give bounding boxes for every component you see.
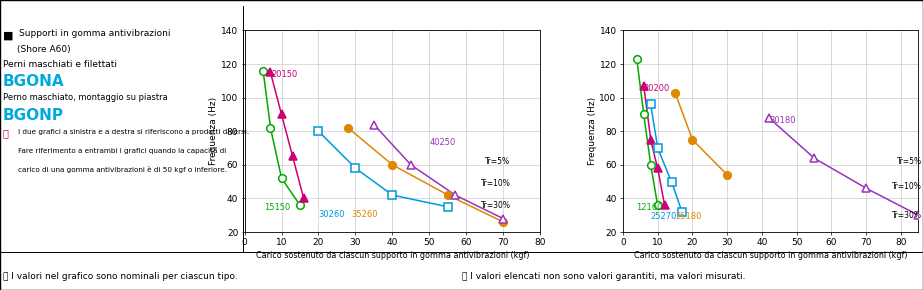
Text: 20150: 20150 [271, 70, 297, 79]
Text: ⓘ: ⓘ [3, 128, 8, 139]
X-axis label: Carico sostenuto da ciascun supporto in gomma antivibrazioni (kgf): Carico sostenuto da ciascun supporto in … [256, 251, 529, 260]
Text: BGONP: BGONP [3, 108, 64, 123]
Text: ⓘ I valori elencati non sono valori garantiti, ma valori misurati.: ⓘ I valori elencati non sono valori gara… [462, 272, 745, 281]
Text: (Shore A60): (Shore A60) [17, 45, 70, 54]
Text: I due grafici a sinistra e a destra si riferiscono a prodotti diversi.: I due grafici a sinistra e a destra si r… [18, 128, 248, 135]
Text: Fare riferimento a entrambi i grafici quando la capacità di: Fare riferimento a entrambi i grafici qu… [18, 147, 226, 154]
Text: Tr=5%: Tr=5% [897, 157, 922, 166]
Text: Perni maschiati e filettati: Perni maschiati e filettati [3, 60, 117, 69]
Text: ⓘ I valori nel grafico sono nominali per ciascun tipo.: ⓘ I valori nel grafico sono nominali per… [3, 272, 237, 281]
Y-axis label: Frequenza (Hz): Frequenza (Hz) [588, 97, 596, 165]
Text: 25180: 25180 [675, 212, 701, 221]
Text: carico di una gomma antivibrazioni è di 50 kgf o inferiore.: carico di una gomma antivibrazioni è di … [18, 166, 226, 173]
Text: 40250: 40250 [429, 138, 456, 147]
Text: Tr=10%: Tr=10% [481, 179, 510, 188]
Text: 25270: 25270 [651, 212, 677, 221]
Text: 12160: 12160 [636, 203, 663, 212]
Text: Tr=30%: Tr=30% [892, 211, 922, 220]
Text: Tr=5%: Tr=5% [485, 157, 510, 166]
Text: ■: ■ [3, 30, 13, 40]
Text: 35260: 35260 [352, 210, 378, 219]
Text: Tr=30%: Tr=30% [481, 201, 510, 210]
Y-axis label: Frequenza (Hz): Frequenza (Hz) [210, 97, 219, 165]
Text: BGONA: BGONA [3, 74, 65, 89]
Text: 20200: 20200 [643, 84, 670, 93]
Text: 30180: 30180 [769, 116, 796, 125]
Text: 30260: 30260 [318, 210, 345, 219]
Text: Perno maschiato, montaggio su piastra: Perno maschiato, montaggio su piastra [3, 93, 167, 102]
Text: Supporti in gomma antivibrazioni: Supporti in gomma antivibrazioni [19, 29, 171, 38]
Text: Tr=10%: Tr=10% [892, 182, 922, 191]
X-axis label: Carico sostenuto da ciascun supporto in gomma antivibrazioni (kgf): Carico sostenuto da ciascun supporto in … [634, 251, 907, 260]
Text: 15150: 15150 [264, 203, 290, 212]
